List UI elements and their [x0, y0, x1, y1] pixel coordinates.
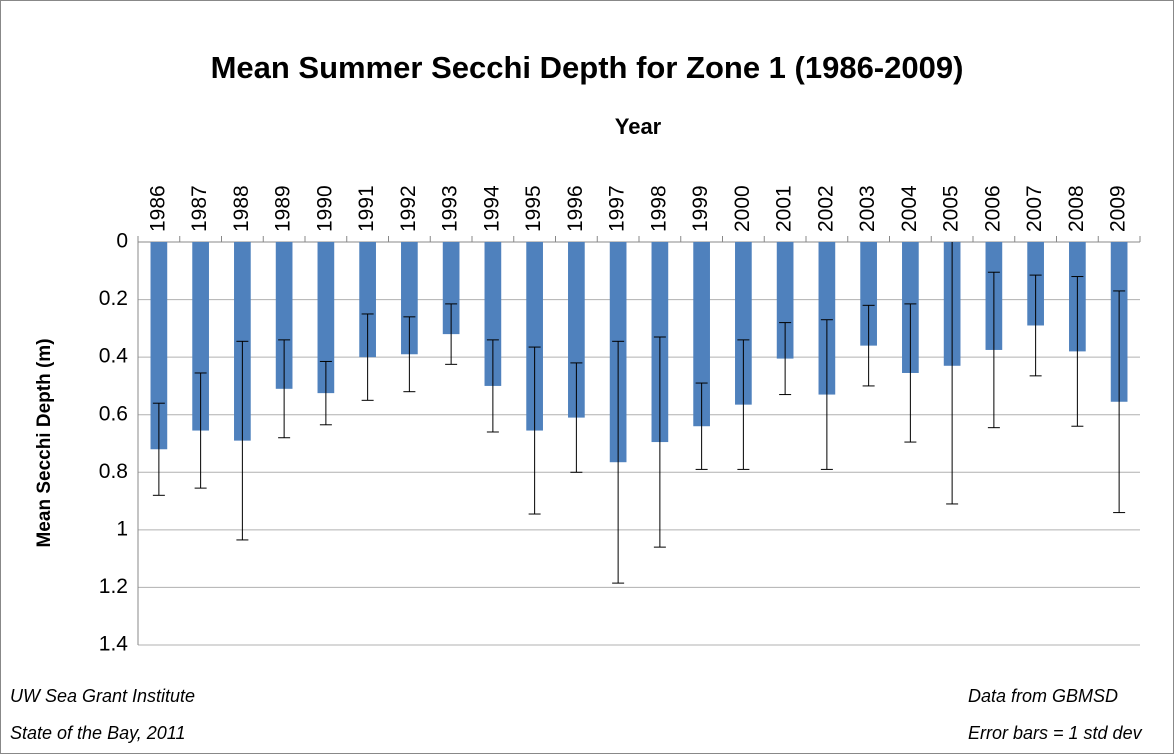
- x-tick-label: 1989: [272, 185, 295, 232]
- error-bar: [194, 372, 207, 489]
- bar: [317, 242, 335, 394]
- error-bar: [486, 339, 499, 433]
- error-bar: [904, 303, 917, 443]
- error-bar: [779, 322, 792, 396]
- error-bar: [737, 339, 750, 470]
- x-tick-label: 1997: [606, 185, 629, 232]
- y-tick-label: 0.4: [99, 345, 129, 368]
- x-tick-label: 1991: [355, 185, 378, 232]
- bar: [776, 242, 794, 359]
- error-bar: [820, 319, 833, 470]
- error-bar: [278, 339, 291, 439]
- y-axis-label: Mean Secchi Depth (m): [34, 338, 55, 547]
- error-bar: [152, 402, 165, 496]
- x-tick-label: 2005: [940, 185, 963, 232]
- x-tick-label: 1986: [146, 185, 169, 232]
- bar: [275, 242, 293, 389]
- error-bar: [1071, 276, 1084, 427]
- bar: [192, 242, 209, 431]
- footnote: Data from GBMSD: [968, 686, 1118, 706]
- y-tick-label: 0.8: [99, 460, 128, 483]
- error-bar: [445, 303, 458, 365]
- bar: [818, 242, 836, 395]
- footnote: UW Sea Grant Institute: [10, 686, 195, 706]
- bar: [860, 242, 877, 346]
- bar: [735, 242, 752, 405]
- error-bar: [653, 336, 666, 548]
- bar: [401, 242, 418, 355]
- error-bar: [319, 360, 332, 426]
- error-bar: [946, 242, 959, 505]
- error-bar: [361, 313, 374, 401]
- x-tick-label: 2006: [981, 185, 1004, 232]
- y-tick-label: 0: [116, 230, 128, 253]
- y-tick-label: 1.4: [99, 633, 129, 656]
- x-tick-label: 1994: [480, 185, 503, 232]
- x-tick-label: 1993: [439, 185, 462, 232]
- footnote: Error bars = 1 std dev: [968, 723, 1143, 743]
- x-tick-label: 1998: [647, 185, 670, 232]
- chart-title: Mean Summer Secchi Depth for Zone 1 (198…: [211, 50, 964, 85]
- bar: [568, 242, 585, 418]
- x-tick-label: 2007: [1023, 185, 1046, 232]
- error-bar: [862, 304, 875, 387]
- x-tick-label: 1992: [397, 185, 420, 232]
- bar: [693, 242, 710, 427]
- error-bar: [528, 346, 541, 515]
- bar: [484, 242, 502, 386]
- x-tick-label: 2002: [814, 185, 837, 232]
- x-tick-label: 1987: [188, 185, 211, 232]
- error-bar: [695, 382, 708, 470]
- x-tick-label: 2001: [773, 185, 796, 232]
- x-tick-label: 1999: [689, 185, 712, 232]
- x-tick-label: 1995: [522, 185, 545, 232]
- bar: [150, 242, 168, 450]
- x-tick-label: 2000: [731, 185, 754, 232]
- x-tick-label: 2004: [898, 185, 921, 232]
- error-bar: [403, 316, 416, 393]
- error-bar: [612, 340, 625, 584]
- x-tick-label: 1988: [230, 185, 253, 232]
- plot-area: [150, 242, 1128, 584]
- bar: [359, 242, 376, 358]
- bar: [442, 242, 460, 335]
- footnote: State of the Bay, 2011: [10, 723, 185, 743]
- bar: [526, 242, 543, 431]
- x-tick-label: 2008: [1065, 185, 1088, 232]
- y-tick-label: 1: [116, 517, 128, 540]
- x-axis-label: Year: [615, 114, 662, 139]
- x-tick-label: 2003: [856, 185, 879, 232]
- x-tick-label: 1990: [313, 185, 336, 232]
- error-bar: [1113, 290, 1126, 514]
- x-tick-label: 2009: [1107, 185, 1130, 232]
- x-tick-label: 1996: [564, 185, 587, 232]
- y-tick-label: 0.2: [99, 287, 128, 310]
- y-tick-label: 0.6: [99, 402, 128, 425]
- error-bar: [236, 340, 249, 541]
- error-bar: [570, 362, 583, 473]
- error-bar: [987, 271, 1000, 429]
- y-tick-label: 1.2: [99, 575, 128, 598]
- error-bar: [1029, 274, 1042, 377]
